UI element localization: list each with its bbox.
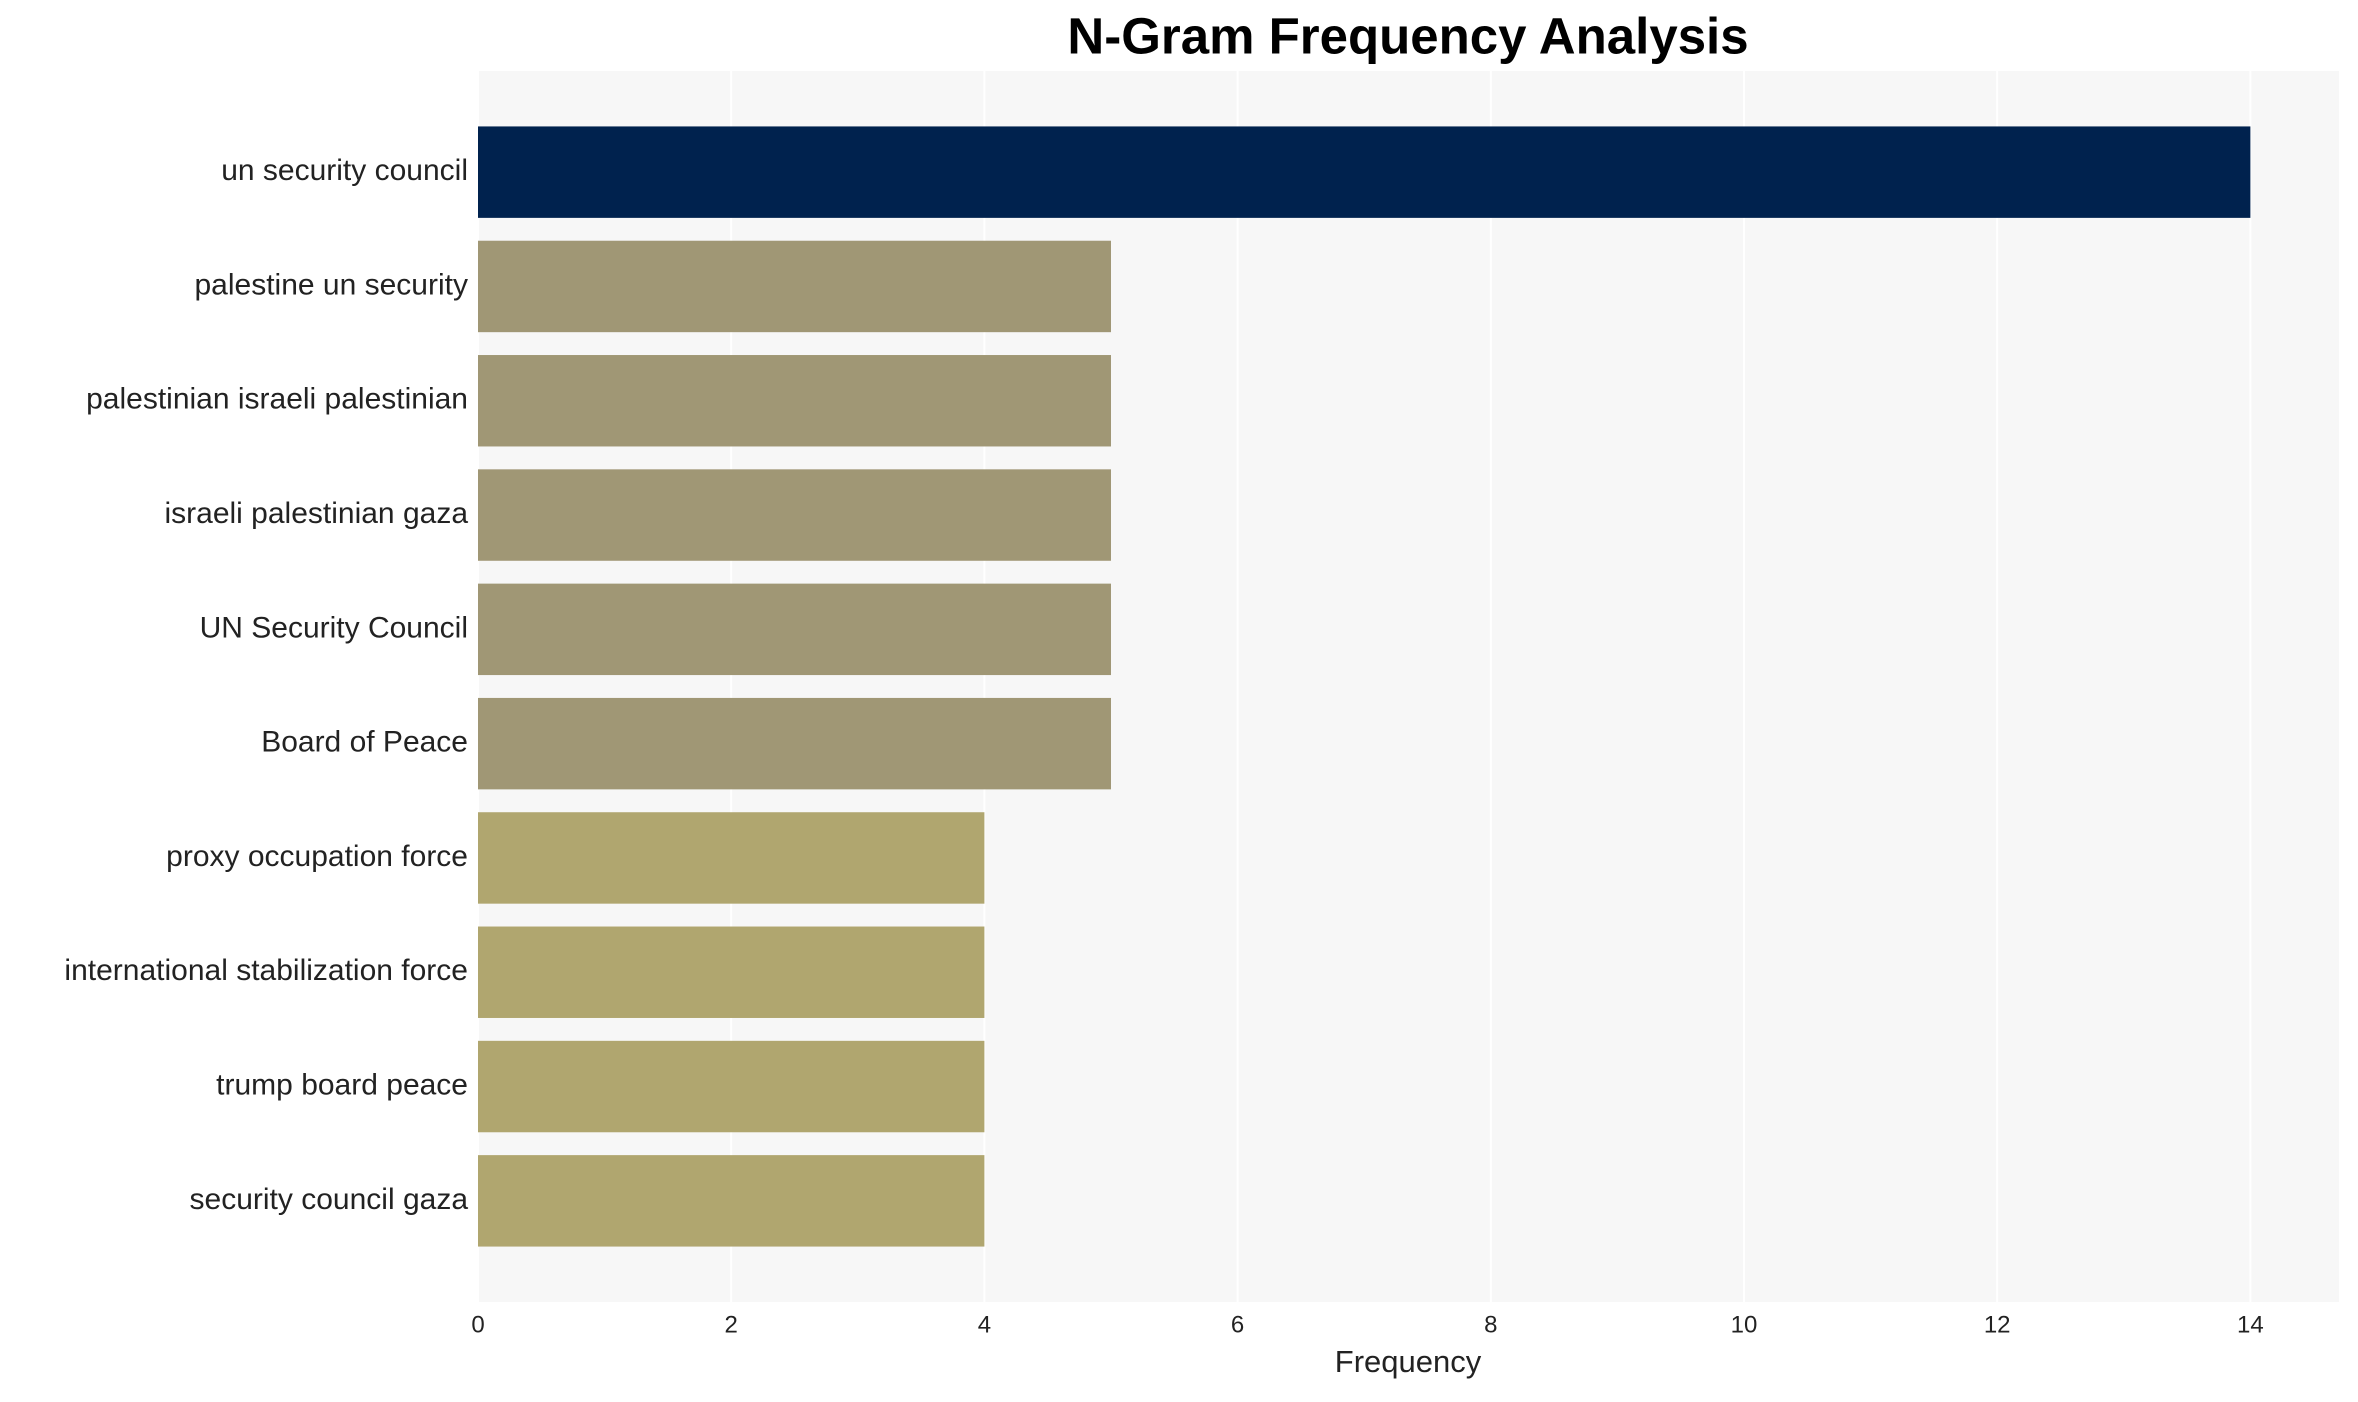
bar	[478, 926, 985, 1018]
x-tick-label: 4	[978, 1311, 991, 1338]
bar	[478, 1155, 985, 1247]
chart-title: N-Gram Frequency Analysis	[1067, 7, 1748, 64]
y-tick-label: UN Security Council	[200, 611, 468, 644]
bar	[478, 355, 1111, 447]
bar	[478, 1040, 985, 1133]
x-tick-label: 10	[1731, 1311, 1758, 1338]
y-tick-label: palestinian israeli palestinian	[86, 383, 468, 416]
y-tick-label: israeli palestinian gaza	[164, 497, 468, 530]
bar	[478, 469, 1111, 561]
bar	[478, 240, 1111, 333]
x-axis-label: Frequency	[1335, 1344, 1482, 1379]
bar	[478, 812, 985, 904]
y-tick-label: palestine un security	[195, 268, 469, 301]
y-tick-label: international stabilization force	[64, 954, 468, 987]
y-tick-label: Board of Peace	[261, 726, 468, 759]
x-tick-label: 6	[1231, 1311, 1244, 1338]
y-tick-label: security council gaza	[190, 1183, 469, 1216]
bar	[478, 583, 1111, 676]
bar	[478, 126, 2251, 218]
x-tick-label: 8	[1484, 1311, 1497, 1338]
bar	[478, 697, 1111, 790]
y-tick-label: trump board peace	[216, 1068, 468, 1101]
x-tick-label: 0	[471, 1311, 484, 1338]
x-tick-label: 14	[2237, 1311, 2264, 1338]
x-tick-label: 2	[725, 1311, 738, 1338]
y-tick-label: proxy occupation force	[166, 840, 468, 873]
y-tick-label: un security council	[221, 154, 468, 187]
x-tick-label: 12	[1984, 1311, 2011, 1338]
